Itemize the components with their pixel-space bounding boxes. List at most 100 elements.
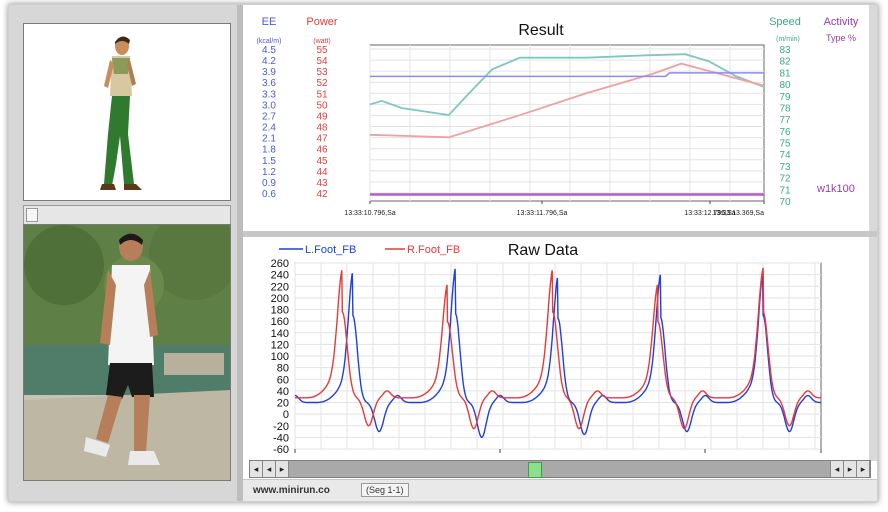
scroll-last-button[interactable]: ▸ xyxy=(856,461,870,477)
result-chart-panel: Result EE (kcal/m) Power (watt) Speed (m… xyxy=(243,5,869,231)
ee-tick-label: 2.4 xyxy=(262,123,276,134)
raw-time-ticks: 13:33:10.716,Sa 13:33:11.718,Sa 13:33:12.7… xyxy=(266,449,822,465)
activity-axis-header: Activity xyxy=(824,16,859,28)
result-time-tick: 13:33:12.796,Sa xyxy=(684,210,735,217)
power-tick-label: 44 xyxy=(316,167,328,178)
rfoot-series-line xyxy=(295,267,821,430)
video-header-bar xyxy=(23,205,231,224)
raw-time-tick: 13:33:10.716,Sa xyxy=(266,456,325,457)
raw-y-tick-label: 60 xyxy=(277,374,289,386)
ee-tick-label: 3.0 xyxy=(262,100,276,111)
status-url[interactable]: www.minirun.co xyxy=(253,485,330,496)
result-left-ticks: 4.5 55 4.2 54 3.9 53 3.6 52 3.3 51 3.0 50 2.7 49 2.4 48… xyxy=(262,45,328,200)
power-tick-label: 48 xyxy=(316,123,328,134)
raw-y-tick-label: -40 xyxy=(273,432,289,444)
raw-y-tick-label: 220 xyxy=(271,281,289,293)
ee-tick-label: 2.7 xyxy=(262,111,276,122)
speed-tick-label: 76 xyxy=(779,127,791,138)
power-tick-label: 45 xyxy=(316,156,328,167)
raw-y-tick-label: 20 xyxy=(277,398,289,410)
ee-tick-label: 2.1 xyxy=(262,134,276,145)
result-chart: Result EE (kcal/m) Power (watt) Speed (m… xyxy=(257,16,859,217)
ee-tick-label: 1.2 xyxy=(262,167,276,178)
raw-legend: L.Foot_FB R.Foot_FB xyxy=(279,244,460,256)
video-panel xyxy=(23,224,231,481)
ee-axis-header: EE xyxy=(262,16,277,28)
result-title: Result xyxy=(518,22,564,39)
speed-tick-label: 82 xyxy=(779,57,791,68)
power-axis-unit: (watt) xyxy=(313,38,331,45)
power-tick-label: 49 xyxy=(316,111,328,122)
raw-y-ticks: 260240220200180160140120100806040200-20-… xyxy=(271,258,289,456)
raw-y-tick-label: 260 xyxy=(271,258,289,270)
power-tick-label: 54 xyxy=(316,56,328,67)
speed-axis-unit: (m/min) xyxy=(776,36,800,43)
raw-y-tick-label: 240 xyxy=(271,270,289,282)
result-series xyxy=(369,53,765,196)
raw-grid xyxy=(294,262,821,450)
scroll-thumb[interactable] xyxy=(528,462,542,478)
app-window: Result EE (kcal/m) Power (watt) Speed (m… xyxy=(8,4,878,502)
video-frame xyxy=(24,225,230,480)
speed-tick-label: 73 xyxy=(779,162,791,173)
ee-tick-label: 0.6 xyxy=(262,189,276,200)
left-column xyxy=(9,5,237,501)
ee-tick-label: 3.9 xyxy=(262,67,276,78)
power-tick-label: 55 xyxy=(316,45,328,56)
power-tick-label: 52 xyxy=(316,78,328,89)
ee-tick-label: 1.5 xyxy=(262,156,276,167)
result-time-tick: 13:33:13.369,Sa xyxy=(713,210,764,217)
avatar-panel xyxy=(23,23,231,201)
ee-series-line xyxy=(370,72,764,78)
scroll-first-button[interactable]: ◂ xyxy=(250,461,263,477)
power-tick-label: 42 xyxy=(316,189,328,200)
raw-title: Raw Data xyxy=(508,242,578,259)
ee-tick-label: 3.6 xyxy=(262,78,276,89)
horizontal-splitter[interactable] xyxy=(243,231,877,237)
scroll-next-start-button[interactable]: ▸ xyxy=(276,461,289,477)
scroll-back-end-button[interactable]: ◂ xyxy=(830,461,844,477)
walking-avatar-figure xyxy=(100,36,142,190)
result-time-tick: 13:33:10.796,Sa xyxy=(344,210,395,217)
raw-y-tick-label: 160 xyxy=(271,316,289,328)
raw-y-tick-label: -60 xyxy=(273,444,289,456)
activity-axis-unit: Type % xyxy=(826,33,856,43)
vertical-splitter[interactable] xyxy=(237,5,243,501)
speed-tick-label: 70 xyxy=(779,197,791,208)
scroll-next-button[interactable]: ▸ xyxy=(843,461,857,477)
raw-data-chart-panel: L.Foot_FB R.Foot_FB Raw Data 260 240 220 20… xyxy=(243,237,869,465)
power-tick-label: 50 xyxy=(316,100,328,111)
speed-tick-label: 81 xyxy=(779,68,791,79)
speed-series-line xyxy=(369,53,765,116)
status-bar: www.minirun.co (Seg 1-1) xyxy=(243,479,877,501)
ee-tick-label: 3.3 xyxy=(262,89,276,100)
lfoot-series-line xyxy=(294,268,821,438)
raw-time-tick: 13:33:12.718,Sa xyxy=(676,456,735,457)
power-tick-label: 53 xyxy=(316,67,328,78)
timeline-scrollbar[interactable]: ◂ ◂ ▸ ◂ ▸ ▸ xyxy=(249,460,871,478)
speed-tick-label: 74 xyxy=(779,150,791,161)
ee-tick-label: 1.8 xyxy=(262,145,276,156)
raw-series xyxy=(294,267,821,438)
raw-time-tick: 13:33:13.281,Sa xyxy=(762,456,821,457)
ee-tick-label: 4.2 xyxy=(262,56,276,67)
scroll-prev-button[interactable]: ◂ xyxy=(263,461,276,477)
speed-tick-label: 71 xyxy=(779,185,791,196)
power-series-line xyxy=(369,62,765,139)
speed-tick-label: 75 xyxy=(779,139,791,150)
video-toggle[interactable] xyxy=(26,208,38,222)
speed-tick-label: 79 xyxy=(779,92,791,103)
raw-time-tick: 13:33:11.718,Sa xyxy=(471,456,530,457)
raw-y-tick-label: 140 xyxy=(271,328,289,340)
activity-label: w1k100 xyxy=(816,183,855,195)
raw-y-tick-label: 120 xyxy=(271,339,289,351)
raw-y-tick-label: 100 xyxy=(271,351,289,363)
speed-tick-label: 78 xyxy=(779,103,791,114)
ee-tick-label: 4.5 xyxy=(262,45,276,56)
raw-y-tick-label: 80 xyxy=(277,363,289,375)
ee-axis-unit: (kcal/m) xyxy=(257,38,282,45)
result-plot-area xyxy=(369,44,765,202)
power-tick-label: 51 xyxy=(316,89,328,100)
